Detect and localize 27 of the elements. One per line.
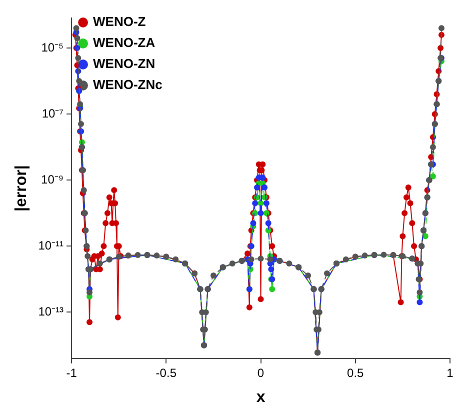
x-tick-label: 0 xyxy=(257,366,264,380)
point xyxy=(265,220,272,226)
y-tick-label: 10⁻¹³ xyxy=(38,304,64,319)
y-tick-label: 10⁻⁷ xyxy=(42,106,64,120)
legend-label: WENO-ZN xyxy=(93,56,156,72)
point xyxy=(269,286,276,292)
point xyxy=(252,200,258,206)
x-tick-label: 0.5 xyxy=(347,366,364,380)
point xyxy=(263,200,270,206)
point xyxy=(262,184,268,190)
y-tick-label: 10⁻⁹ xyxy=(41,172,64,186)
legend-label: WENO-ZA xyxy=(93,35,156,50)
legend-label: WENO-Z xyxy=(93,14,146,30)
point xyxy=(416,299,423,306)
point xyxy=(258,210,264,216)
y-tick-label: 10⁻⁵ xyxy=(41,40,64,54)
y-tick-label: 10⁻¹¹ xyxy=(38,238,64,252)
point xyxy=(250,220,256,226)
x-tick-label: -1 xyxy=(66,366,78,380)
x-tick-label: -0.5 xyxy=(156,366,177,380)
x-tick-label: 1 xyxy=(446,366,454,380)
point xyxy=(268,266,274,272)
legend-label: WENO-ZNc xyxy=(93,77,162,92)
point xyxy=(430,173,436,180)
x-axis-title: x xyxy=(256,388,266,406)
point xyxy=(254,184,260,190)
y-axis-title: |error| xyxy=(13,165,30,212)
